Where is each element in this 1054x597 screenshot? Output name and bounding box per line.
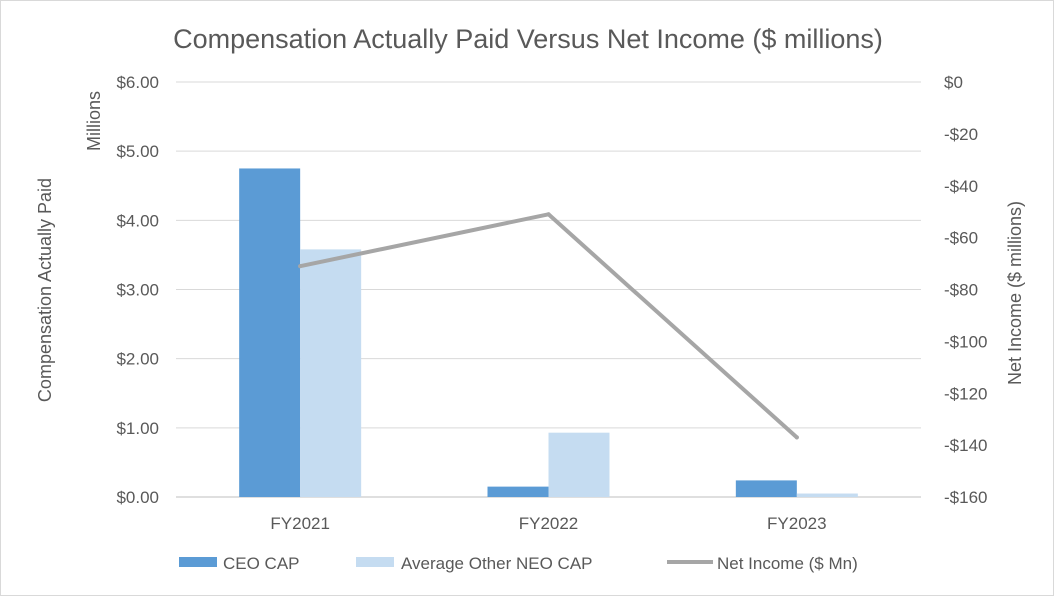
right-tick-label: -$80: [944, 281, 978, 300]
bar-ceo-cap-fy2023: [735, 480, 797, 497]
chart-title: Compensation Actually Paid Versus Net In…: [173, 24, 883, 54]
right-tick-label: -$140: [944, 436, 987, 455]
right-tick-label: -$60: [944, 229, 978, 248]
right-axis-ticks: -$160 -$140 -$120 -$100 -$80 -$60 -$40 -$20 $0: [944, 73, 987, 507]
left-axis-ticks: $0.00 $1.00 $2.00 $3.00 $4.00 $5.00 $6.00: [116, 73, 159, 507]
right-axis-title: Net Income ($ millions): [1005, 201, 1025, 385]
left-axis-title: Compensation Actually Paid: [35, 178, 55, 402]
left-tick-label: $3.00: [116, 281, 159, 300]
right-tick-label: -$160: [944, 488, 987, 507]
right-tick-label: -$100: [944, 332, 987, 351]
right-tick-label: -$20: [944, 125, 978, 144]
bar-ceo-cap-fy2021: [239, 168, 301, 498]
net-income-point-fy2022: [546, 212, 551, 217]
bar-ceo-cap-fy2022: [487, 486, 549, 497]
left-tick-label: $2.00: [116, 350, 159, 369]
left-tick-label: $5.00: [116, 142, 159, 161]
left-axis-unit-label: Millions: [84, 91, 104, 151]
right-tick-label: -$40: [944, 177, 978, 196]
bar-average-other-neo-cap-fy2022: [548, 432, 610, 497]
legend-label-ceo-cap: CEO CAP: [223, 554, 300, 573]
legend-label-average-other-neo-cap: Average Other NEO CAP: [401, 554, 593, 573]
bar-average-other-neo-cap-fy2023: [796, 493, 858, 497]
legend-swatch-average-other-neo-cap: [356, 557, 394, 567]
net-income-line-group: [298, 212, 799, 440]
net-income-point-fy2023: [794, 435, 799, 440]
bars: [239, 168, 858, 498]
left-tick-label: $1.00: [116, 419, 159, 438]
legend: CEO CAP Average Other NEO CAP Net Income…: [179, 554, 858, 573]
left-tick-label: $6.00: [116, 73, 159, 92]
x-tick-label: FY2021: [270, 514, 330, 533]
net-income-point-fy2021: [298, 264, 303, 269]
right-tick-label: $0: [944, 73, 963, 92]
right-tick-label: -$120: [944, 384, 987, 403]
left-tick-label: $0.00: [116, 488, 159, 507]
legend-label-net-income: Net Income ($ Mn): [717, 554, 858, 573]
legend-swatch-ceo-cap: [179, 557, 217, 567]
bar-average-other-neo-cap-fy2021: [300, 249, 362, 497]
net-income-line: [298, 212, 799, 440]
x-tick-label: FY2023: [767, 514, 827, 533]
left-tick-label: $4.00: [116, 211, 159, 230]
x-axis-ticks: FY2021 FY2022 FY2023: [270, 514, 826, 533]
x-tick-label: FY2022: [519, 514, 579, 533]
